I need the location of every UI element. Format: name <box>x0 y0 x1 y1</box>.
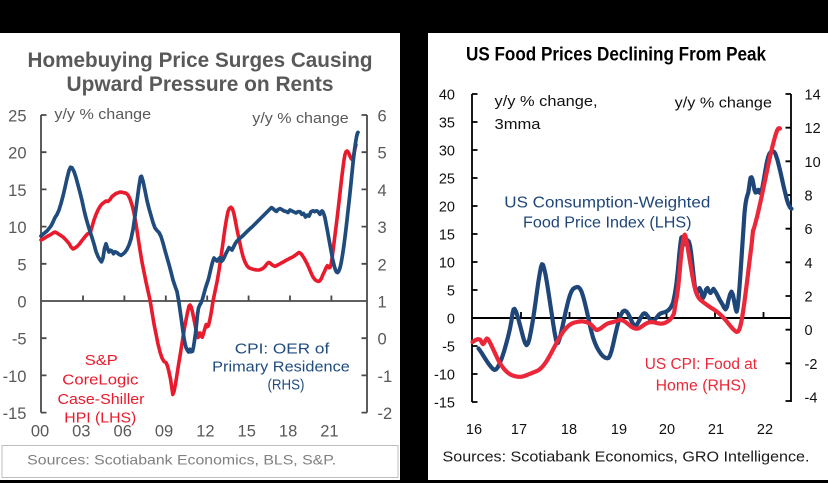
svg-text:Upward Pressure on Rents: Upward Pressure on Rents <box>67 73 334 96</box>
svg-text:5: 5 <box>447 284 455 300</box>
svg-text:12: 12 <box>196 423 214 441</box>
svg-text:y/y % change,: y/y % change, <box>495 94 598 110</box>
svg-text:10: 10 <box>805 155 821 171</box>
svg-text:-15: -15 <box>434 396 455 412</box>
svg-text:US Food Prices Declining From: US Food Prices Declining From Peak <box>466 44 766 66</box>
svg-text:Primary Residence: Primary Residence <box>212 360 350 376</box>
svg-text:-2: -2 <box>378 405 393 423</box>
svg-text:10: 10 <box>439 256 455 272</box>
svg-text:20: 20 <box>8 145 26 163</box>
svg-text:00: 00 <box>31 423 49 441</box>
svg-text:21: 21 <box>320 423 338 441</box>
svg-text:12: 12 <box>805 121 821 137</box>
svg-text:18: 18 <box>279 423 297 441</box>
svg-text:0: 0 <box>805 323 813 339</box>
svg-text:Food Price Index (LHS): Food Price Index (LHS) <box>523 215 692 232</box>
svg-text:2: 2 <box>378 256 387 274</box>
svg-text:-15: -15 <box>3 405 27 423</box>
svg-text:14: 14 <box>805 88 821 104</box>
svg-text:30: 30 <box>439 144 455 160</box>
svg-text:-5: -5 <box>442 340 455 356</box>
svg-text:-1: -1 <box>378 368 393 386</box>
svg-text:0: 0 <box>17 294 26 312</box>
svg-text:-4: -4 <box>805 391 818 407</box>
svg-text:-10: -10 <box>3 368 27 386</box>
svg-text:US CPI: Food at: US CPI: Food at <box>645 356 758 373</box>
svg-text:y/y % change: y/y % change <box>675 96 772 112</box>
svg-text:15: 15 <box>238 423 256 441</box>
svg-text:10: 10 <box>8 219 26 237</box>
svg-text:06: 06 <box>114 423 132 441</box>
svg-text:22: 22 <box>757 422 773 438</box>
svg-text:6: 6 <box>378 108 387 126</box>
svg-text:4: 4 <box>805 256 813 272</box>
svg-text:03: 03 <box>72 423 90 441</box>
svg-text:21: 21 <box>708 422 724 438</box>
svg-text:CoreLogic: CoreLogic <box>62 373 138 389</box>
svg-text:18: 18 <box>561 422 577 438</box>
svg-text:-10: -10 <box>434 368 455 384</box>
svg-text:CPI: OER of: CPI: OER of <box>235 342 331 358</box>
svg-text:y/y % change: y/y % change <box>252 111 348 127</box>
svg-text:20: 20 <box>439 200 455 216</box>
svg-text:Home (RHS): Home (RHS) <box>656 378 747 395</box>
svg-text:17: 17 <box>511 422 527 438</box>
svg-text:-5: -5 <box>12 331 27 349</box>
svg-text:(RHS): (RHS) <box>268 378 305 394</box>
svg-text:16: 16 <box>466 422 482 438</box>
svg-text:Homebuying Price Surges Causin: Homebuying Price Surges Causing <box>28 49 373 72</box>
svg-text:6: 6 <box>805 222 813 238</box>
svg-text:5: 5 <box>17 256 26 274</box>
svg-text:HPI (LHS): HPI (LHS) <box>64 411 136 427</box>
svg-text:35: 35 <box>439 116 455 132</box>
svg-text:3mma: 3mma <box>495 117 542 133</box>
svg-text:15: 15 <box>8 182 26 200</box>
svg-text:0: 0 <box>447 312 455 328</box>
svg-text:2: 2 <box>805 290 813 306</box>
svg-text:20: 20 <box>659 422 675 438</box>
svg-text:Case-Shiller: Case-Shiller <box>58 392 145 408</box>
svg-text:-2: -2 <box>805 357 818 373</box>
svg-text:1: 1 <box>378 294 387 312</box>
svg-text:4: 4 <box>378 182 387 200</box>
svg-text:25: 25 <box>439 172 455 188</box>
svg-text:09: 09 <box>155 423 173 441</box>
svg-text:S&P: S&P <box>85 353 118 369</box>
svg-text:15: 15 <box>439 228 455 244</box>
svg-text:19: 19 <box>611 422 627 438</box>
svg-text:y/y % change: y/y % change <box>54 107 151 123</box>
svg-text:25: 25 <box>8 108 26 126</box>
svg-text:3: 3 <box>378 219 387 237</box>
svg-text:0: 0 <box>378 331 387 349</box>
svg-text:US Consumption-Weighted: US Consumption-Weighted <box>504 195 710 212</box>
svg-text:8: 8 <box>805 189 813 205</box>
svg-text:Sources: Scotiabank Economics,: Sources: Scotiabank Economics, GRO Intel… <box>443 449 810 466</box>
svg-text:40: 40 <box>439 88 455 104</box>
svg-text:5: 5 <box>378 145 387 163</box>
svg-text:Sources: Scotiabank Economics,: Sources: Scotiabank Economics, BLS, S&P. <box>27 452 336 468</box>
